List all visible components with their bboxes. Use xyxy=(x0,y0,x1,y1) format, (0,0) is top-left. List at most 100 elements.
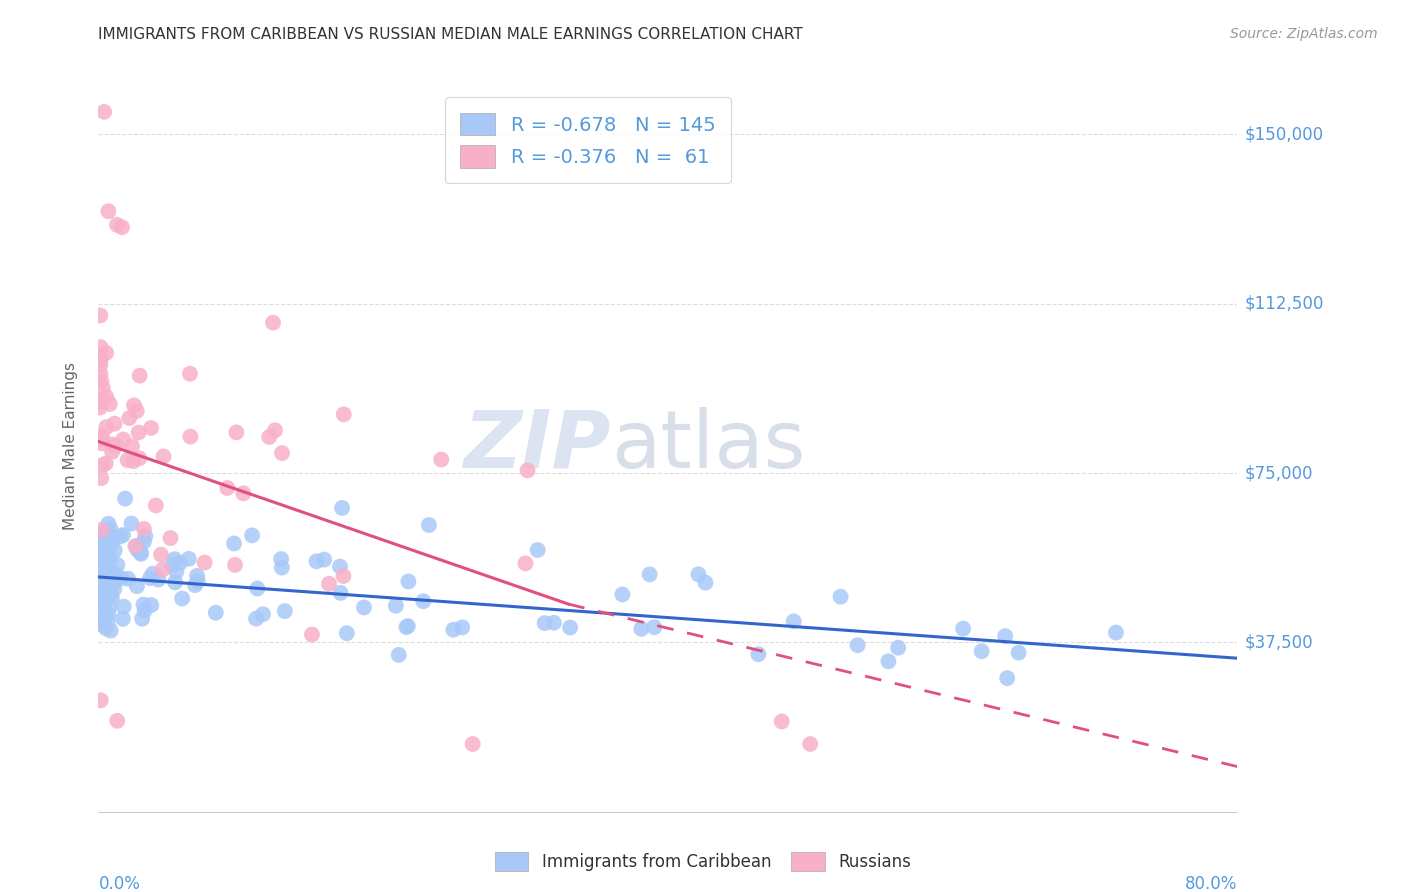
Point xyxy=(695,575,717,590)
Point xyxy=(89,615,111,630)
Point xyxy=(90,340,112,354)
Point xyxy=(451,620,474,634)
Point xyxy=(90,574,112,589)
Point xyxy=(112,599,135,614)
Point xyxy=(98,397,121,411)
Point xyxy=(97,568,120,582)
Point xyxy=(131,612,153,626)
Text: 0.0%: 0.0% xyxy=(98,875,141,892)
Point xyxy=(90,565,112,579)
Point xyxy=(90,523,112,537)
Point xyxy=(112,433,135,447)
Point xyxy=(103,566,125,581)
Point xyxy=(105,438,128,452)
Point xyxy=(94,457,117,471)
Point xyxy=(132,598,155,612)
Point xyxy=(224,558,246,572)
Point xyxy=(172,591,194,606)
Point xyxy=(179,367,201,381)
Point xyxy=(129,545,152,559)
Point xyxy=(90,581,112,595)
Point xyxy=(232,486,254,500)
Point xyxy=(125,539,148,553)
Point xyxy=(103,417,125,431)
Point xyxy=(643,620,665,634)
Point xyxy=(96,420,118,434)
Point xyxy=(125,579,148,593)
Point xyxy=(240,528,263,542)
Point xyxy=(830,590,852,604)
Point xyxy=(96,529,118,543)
Point xyxy=(101,591,124,605)
Point xyxy=(259,430,281,444)
Point xyxy=(96,541,118,555)
Point xyxy=(186,569,208,583)
Point xyxy=(395,620,418,634)
Point xyxy=(90,594,112,608)
Point xyxy=(93,104,115,119)
Point xyxy=(139,571,162,585)
Point xyxy=(91,555,114,569)
Point xyxy=(430,452,453,467)
Point xyxy=(318,576,340,591)
Point xyxy=(89,588,111,602)
Point xyxy=(105,714,128,728)
Point xyxy=(330,500,353,515)
Text: 80.0%: 80.0% xyxy=(1185,875,1237,892)
Point xyxy=(111,220,134,235)
Point xyxy=(612,587,634,601)
Point xyxy=(516,463,538,477)
Point xyxy=(91,543,114,558)
Text: $37,500: $37,500 xyxy=(1244,633,1313,651)
Point xyxy=(770,714,793,729)
Point xyxy=(105,218,128,232)
Point xyxy=(89,546,111,560)
Point xyxy=(179,429,201,443)
Point xyxy=(91,381,114,395)
Point xyxy=(98,600,121,615)
Point xyxy=(89,527,111,541)
Point xyxy=(90,537,112,551)
Point xyxy=(970,644,993,658)
Point xyxy=(461,737,484,751)
Point xyxy=(396,619,419,633)
Point xyxy=(105,558,128,572)
Point xyxy=(89,541,111,556)
Point xyxy=(98,526,121,541)
Point xyxy=(799,737,821,751)
Point xyxy=(90,547,112,561)
Point xyxy=(159,531,181,545)
Point xyxy=(148,573,170,587)
Point xyxy=(91,596,114,610)
Point xyxy=(877,654,900,668)
Point xyxy=(117,453,139,467)
Point xyxy=(441,623,464,637)
Point xyxy=(353,600,375,615)
Point xyxy=(89,309,111,323)
Point xyxy=(94,570,117,584)
Point xyxy=(142,566,165,581)
Point xyxy=(100,538,122,552)
Point xyxy=(96,390,118,404)
Point xyxy=(98,538,121,552)
Point xyxy=(152,563,174,577)
Point xyxy=(96,346,118,360)
Point xyxy=(117,572,139,586)
Point xyxy=(94,563,117,577)
Legend: Immigrants from Caribbean, Russians: Immigrants from Caribbean, Russians xyxy=(486,843,920,880)
Point xyxy=(90,436,112,450)
Point xyxy=(89,353,111,368)
Point xyxy=(187,574,209,588)
Point xyxy=(177,551,200,566)
Text: ZIP: ZIP xyxy=(464,407,612,485)
Point xyxy=(396,574,419,589)
Point xyxy=(127,542,149,557)
Point xyxy=(89,615,111,629)
Point xyxy=(245,612,267,626)
Point xyxy=(418,518,440,533)
Point xyxy=(93,546,115,560)
Point xyxy=(101,445,124,459)
Point xyxy=(1105,625,1128,640)
Point xyxy=(385,599,408,613)
Point xyxy=(533,616,555,631)
